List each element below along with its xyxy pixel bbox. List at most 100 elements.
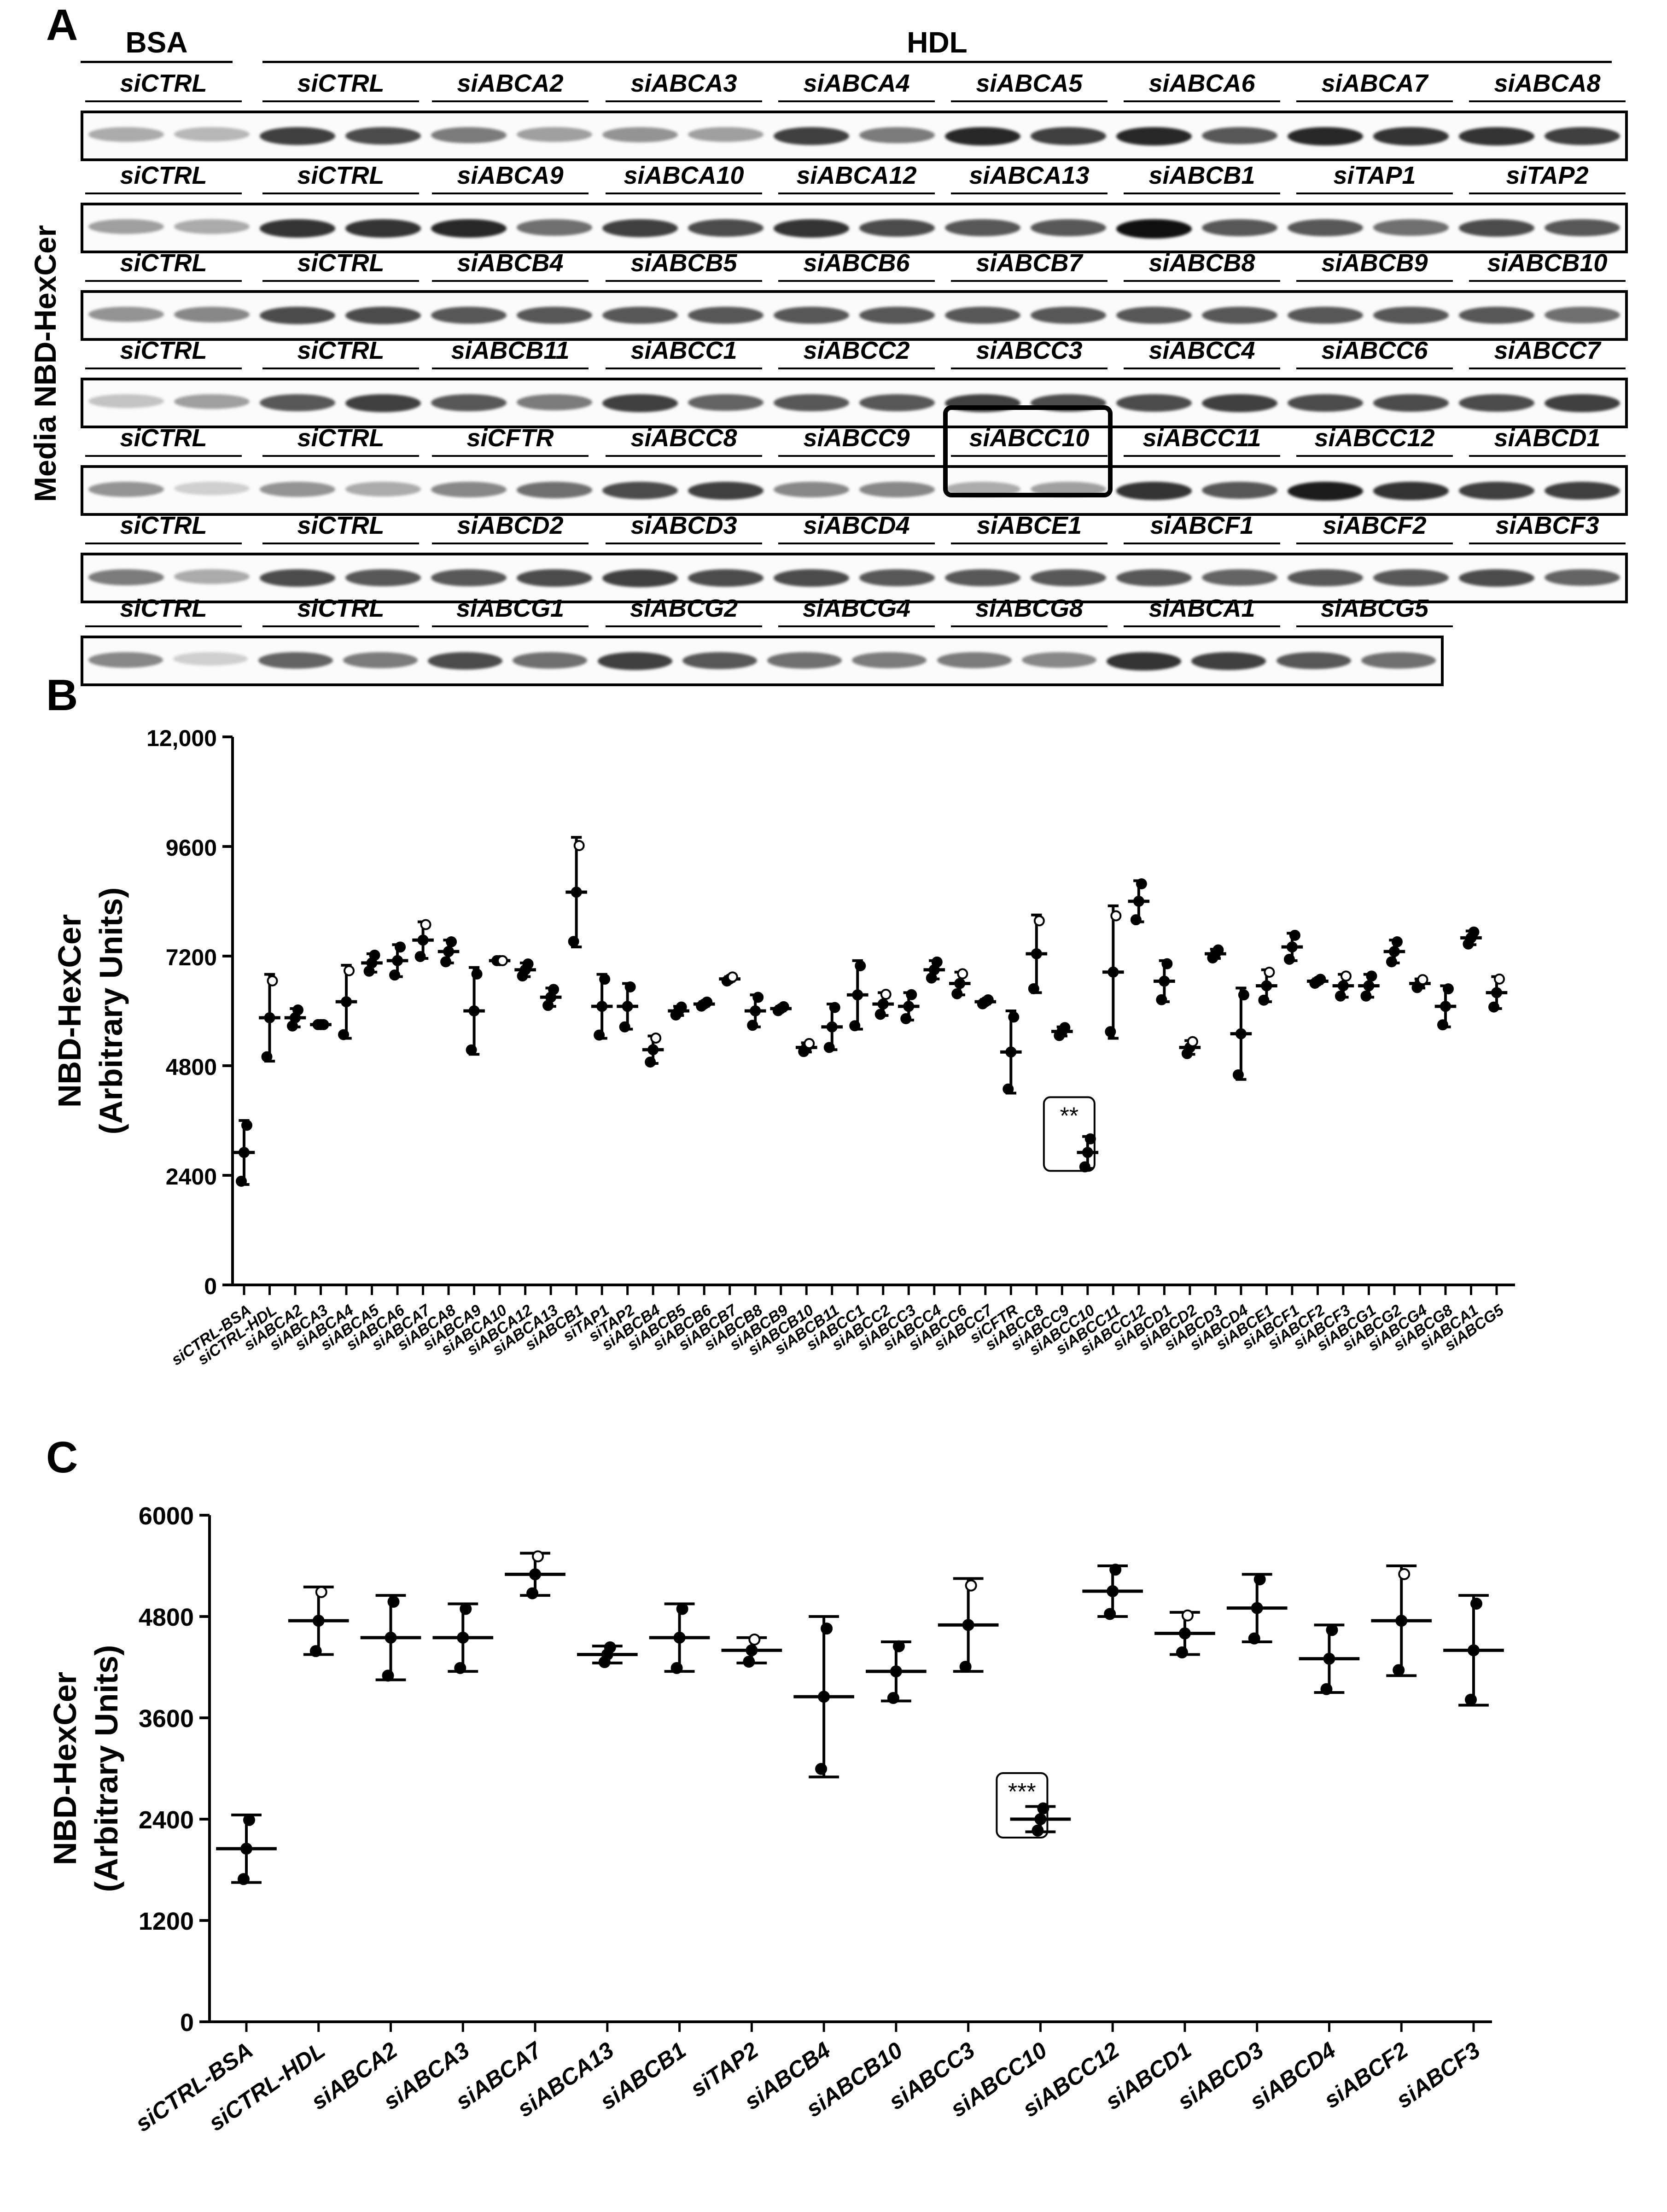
data-point [471, 968, 483, 980]
data-point [341, 996, 352, 1008]
data-point [389, 969, 401, 981]
hdl-header-line [262, 61, 1612, 63]
lane-label-underline [1124, 193, 1280, 194]
lane-label: siABCC7 [1494, 337, 1601, 364]
data-point [1110, 910, 1122, 922]
lane-label: siABCA3 [630, 70, 737, 97]
data-point [1261, 980, 1272, 992]
data-point [852, 989, 863, 1001]
blot-band [1373, 394, 1449, 412]
data-point [344, 965, 355, 976]
data-point [1286, 941, 1298, 953]
data-point [1335, 990, 1346, 1002]
data-point [1398, 1568, 1411, 1580]
data-point [1283, 953, 1295, 965]
data-point [239, 1147, 250, 1158]
blot-band [1031, 307, 1106, 324]
lane-label: siCTRL [120, 424, 207, 452]
lane-label: siCTRL [120, 512, 207, 539]
data-point [1109, 1564, 1122, 1576]
data-point [466, 1044, 477, 1056]
data-point [264, 1012, 275, 1023]
hdl-header: HDL [907, 26, 968, 59]
blot-band [1459, 127, 1534, 146]
data-point [440, 956, 452, 968]
blot-band [428, 652, 503, 670]
significance-label: *** [1008, 1779, 1036, 1805]
data-point [1253, 1573, 1266, 1586]
blot-band [859, 569, 935, 587]
blot-band [88, 482, 164, 497]
blot-band [260, 482, 335, 497]
data-point [267, 975, 278, 986]
data-point [417, 934, 429, 946]
data-point [387, 1595, 400, 1608]
data-point [1391, 936, 1403, 948]
data-point [1468, 926, 1480, 938]
blot-band [852, 652, 927, 668]
data-point [815, 1763, 828, 1775]
blot-band [688, 219, 764, 237]
data-point [823, 1042, 835, 1053]
media-nbd-hexcer-label: Media NBD-HexCer [28, 225, 62, 502]
blot-band [1116, 394, 1192, 412]
data-point [1320, 1683, 1333, 1695]
data-point [238, 1873, 250, 1885]
data-point [1323, 1652, 1335, 1665]
lane-label: siABCA5 [976, 70, 1083, 97]
data-point [1178, 1627, 1191, 1640]
data-point [1232, 1069, 1244, 1080]
lane-label: siCTRL [297, 249, 385, 277]
data-point [849, 1020, 861, 1032]
lane-label: siABCD3 [630, 512, 737, 539]
data-point [309, 1645, 322, 1658]
data-point [1326, 1624, 1338, 1636]
blot-band [174, 127, 250, 141]
lane-label: siABCD4 [803, 512, 910, 539]
blot-band [774, 307, 849, 324]
data-point [457, 1631, 469, 1644]
data-point [385, 1631, 397, 1644]
data-point [746, 1644, 758, 1657]
data-point [532, 1550, 544, 1563]
lane-label-underline [951, 543, 1107, 544]
blot-band [688, 127, 764, 142]
data-point [1130, 914, 1142, 926]
lane-label-underline [951, 100, 1107, 102]
lane-label-underline [1296, 100, 1453, 102]
blot-band [174, 394, 250, 409]
y-tick-label: 2400 [166, 1164, 217, 1190]
blot-band [774, 482, 849, 497]
blot-band [431, 127, 507, 143]
lane-label: siABCA2 [457, 70, 564, 97]
lane-label-underline [85, 543, 242, 544]
blot-band [1202, 307, 1277, 324]
lane-label-underline [1296, 280, 1453, 282]
data-point [1107, 1585, 1119, 1597]
lane-label-underline [1124, 280, 1280, 282]
data-point [454, 1662, 466, 1674]
lane-label-underline [1296, 625, 1453, 627]
blot-band [1021, 652, 1096, 668]
panel-label-b: B [46, 671, 78, 720]
lane-label-underline [85, 280, 242, 282]
lane-label: siCTRL [297, 512, 385, 539]
data-point [243, 1814, 255, 1826]
data-point [1488, 1001, 1499, 1013]
blot-band [345, 394, 421, 412]
data-point [855, 960, 866, 972]
data-point [752, 992, 764, 1003]
data-point [420, 919, 431, 930]
lane-label-underline [606, 543, 762, 544]
blot-band [1202, 482, 1277, 499]
lane-label-underline [951, 455, 1107, 457]
data-point [594, 1029, 605, 1041]
y-axis-label: NBD-HexCer [52, 914, 87, 1108]
data-point [624, 981, 636, 992]
blot-band [1202, 394, 1277, 412]
blot-band [597, 652, 672, 670]
data-point [529, 1568, 542, 1581]
data-point [887, 1692, 899, 1704]
blot-band [602, 307, 678, 324]
data-point [670, 1662, 683, 1674]
